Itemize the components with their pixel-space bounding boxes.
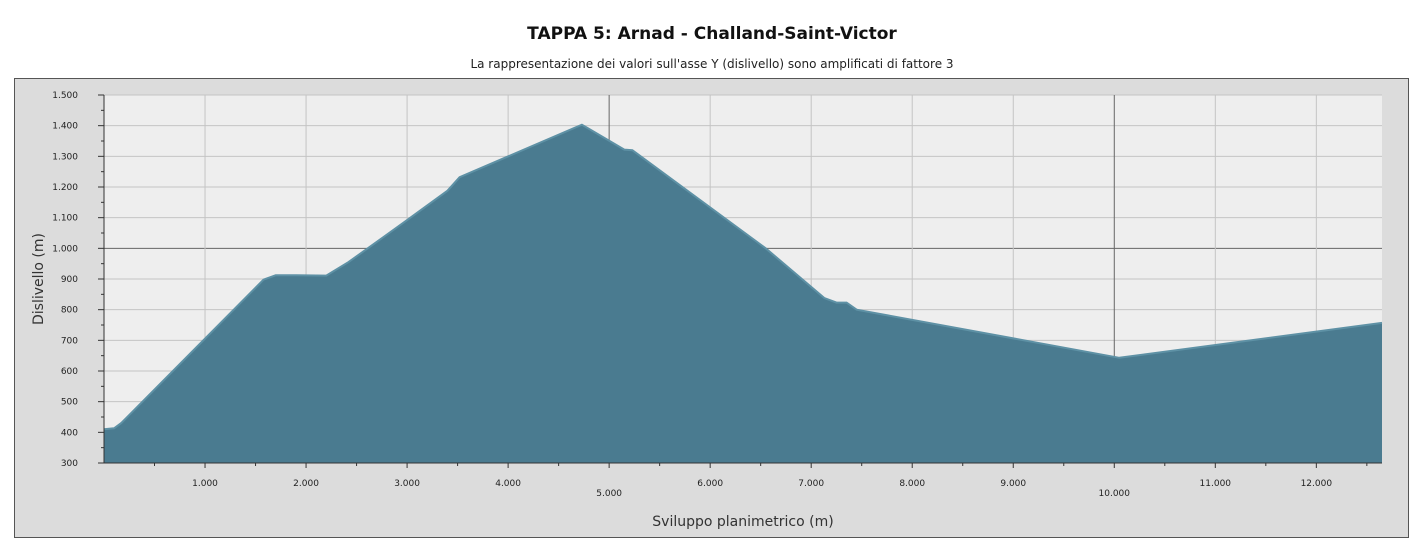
y-tick-label: 1.500 [52, 91, 78, 101]
x-tick-label: 5.000 [596, 489, 622, 499]
y-tick-label: 500 [61, 398, 78, 408]
y-tick-label: 1.400 [52, 122, 78, 132]
x-tick-label: 1.000 [192, 479, 218, 489]
x-tick-label: 11.000 [1200, 479, 1232, 489]
x-tick-label: 6.000 [697, 479, 723, 489]
y-tick-label: 300 [61, 459, 78, 469]
chart-title: TAPPA 5: Arnad - Challand-Saint-Victor [527, 24, 897, 44]
series-group [103, 123, 1383, 463]
y-tick-label: 1.300 [52, 152, 78, 162]
y-tick-label: 800 [61, 306, 78, 316]
x-tick-label: 4.000 [495, 479, 521, 489]
y-tick-label: 400 [61, 428, 78, 438]
x-axis-label: Sviluppo planimetrico (m) [652, 514, 833, 530]
x-tick-label: 2.000 [293, 479, 319, 489]
axes-group: 300 400 500 600 700 800 900 1.000 1.100 1.200 1.30… [52, 91, 1382, 499]
chart-subtitle: La rappresentazione dei valori sull'asse… [470, 57, 954, 71]
y-tick-label: 700 [61, 336, 78, 346]
y-axis-label: Dislivello (m) [31, 233, 47, 325]
elevation-line [103, 123, 1383, 431]
y-tick-label: 1.000 [52, 244, 78, 254]
x-tick-label: 9.000 [1000, 479, 1026, 489]
x-tick-label: 12.000 [1301, 479, 1333, 489]
y-tick-label: 600 [61, 367, 78, 377]
y-tick-label: 1.200 [52, 183, 78, 193]
x-tick-label: 7.000 [798, 479, 824, 489]
x-tick-label: 8.000 [899, 479, 925, 489]
y-tick-label: 900 [61, 275, 78, 285]
x-tick-label: 3.000 [394, 479, 420, 489]
x-tick-label: 10.000 [1099, 489, 1131, 499]
y-tick-label: 1.100 [52, 214, 78, 224]
